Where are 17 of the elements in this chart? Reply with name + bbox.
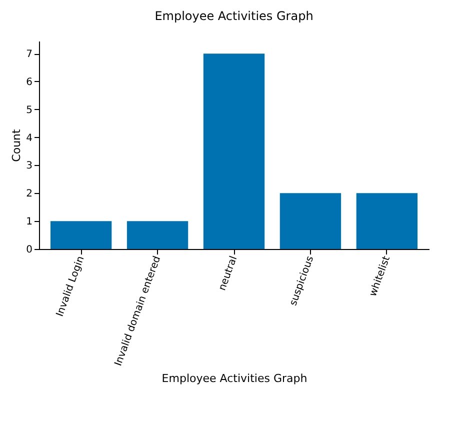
- x-axis-title: Employee Activities Graph: [162, 372, 308, 386]
- y-tick-label: 1: [26, 216, 32, 228]
- bar: [280, 193, 342, 249]
- y-tick-label: 0: [26, 244, 32, 256]
- bar: [50, 221, 112, 249]
- x-tick-label: neutral: [217, 254, 240, 292]
- bar: [356, 193, 418, 249]
- y-tick-label: 2: [26, 188, 32, 200]
- y-tick-label: 7: [26, 49, 32, 60]
- y-tick-label: 6: [26, 76, 32, 88]
- y-tick-label: 4: [26, 132, 32, 144]
- chart-title: Employee Activities Graph: [154, 9, 314, 23]
- bar: [126, 221, 188, 249]
- bar: [203, 54, 265, 249]
- y-tick-label: 3: [26, 160, 32, 172]
- y-tick-label: 5: [26, 104, 32, 116]
- y-axis-title: Count: [10, 128, 24, 162]
